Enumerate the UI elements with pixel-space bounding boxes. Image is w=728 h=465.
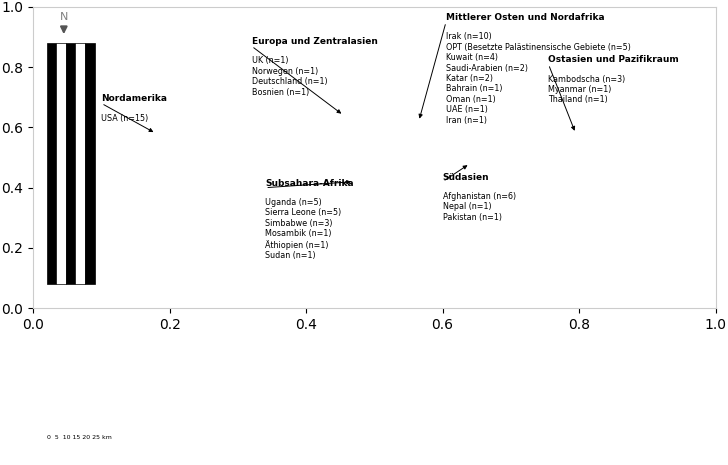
Text: USA (n=15): USA (n=15) [101, 103, 149, 123]
Bar [85, 43, 95, 284]
Text: Afghanistan (n=6)
Nepal (n=1)
Pakistan (n=1): Afghanistan (n=6) Nepal (n=1) Pakistan (… [443, 182, 515, 222]
Text: Mittlerer Osten und Nordafrika: Mittlerer Osten und Nordafrika [446, 13, 605, 22]
Text: Ostasien und Pazifikraum: Ostasien und Pazifikraum [548, 55, 679, 64]
Bar [56, 43, 66, 284]
Bar [47, 43, 56, 284]
Bar [66, 43, 76, 284]
Text: N: N [60, 12, 68, 22]
Text: Südasien: Südasien [443, 173, 489, 182]
Text: UK (n=1)
Norwegen (n=1)
Deutschland (n=1)
Bosnien (n=1): UK (n=1) Norwegen (n=1) Deutschland (n=1… [251, 46, 327, 97]
Text: Europa und Zentralasien: Europa und Zentralasien [251, 37, 377, 46]
Text: Subsahara-Afrika: Subsahara-Afrika [265, 179, 354, 188]
Text: Uganda (n=5)
Sierra Leone (n=5)
Simbabwe (n=3)
Mosambik (n=1)
Äthiopien (n=1)
Su: Uganda (n=5) Sierra Leone (n=5) Simbabwe… [265, 188, 341, 260]
Text: Kambodscha (n=3)
Myanmar (n=1)
Thailand (n=1): Kambodscha (n=3) Myanmar (n=1) Thailand … [548, 64, 625, 104]
Text: 0  5  10 15 20 25 km: 0 5 10 15 20 25 km [47, 435, 111, 440]
Text: Nordamerika: Nordamerika [101, 94, 167, 103]
Text: Irak (n=10)
OPT (Besetzte Palästinensische Gebiete (n=5)
Kuwait (n=4)
Saudi-Arab: Irak (n=10) OPT (Besetzte Palästinensisc… [446, 22, 631, 125]
Bar [76, 43, 85, 284]
